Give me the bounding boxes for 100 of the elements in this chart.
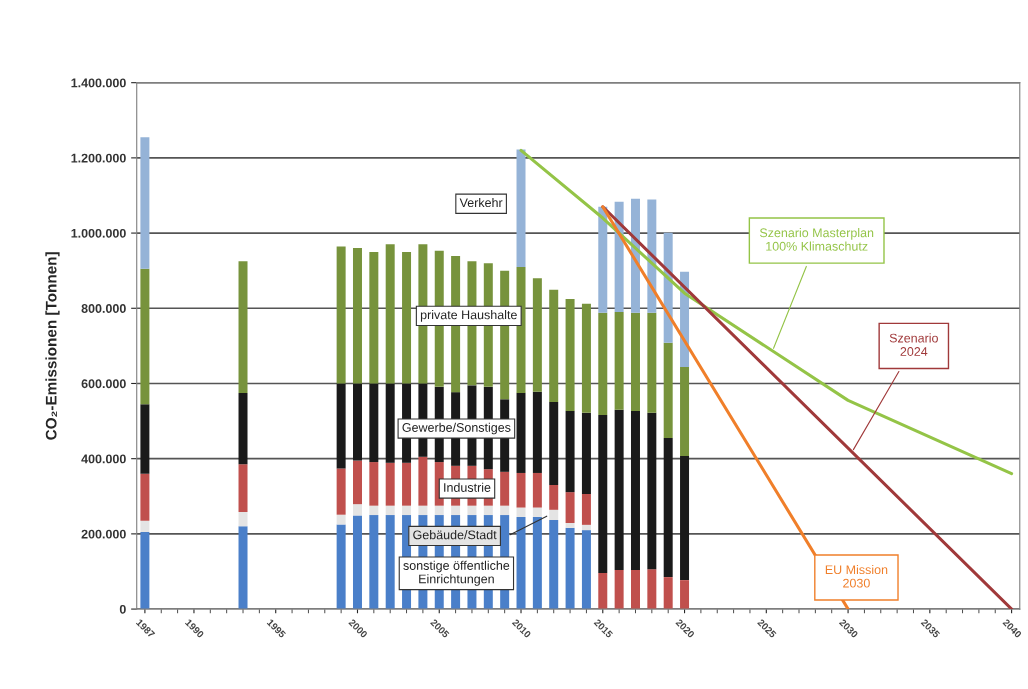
- bar: [598, 572, 608, 610]
- bar: [663, 438, 673, 578]
- y-tick-label: 400.000: [81, 454, 126, 464]
- bar: [238, 392, 248, 465]
- bar: [532, 507, 542, 517]
- bar: [565, 298, 575, 411]
- series-label: Verkehr: [459, 197, 503, 208]
- bar: [500, 471, 510, 506]
- series-label: Gewerbe/Sonstiges: [402, 422, 511, 435]
- bar: [369, 383, 379, 463]
- bar: [581, 303, 591, 413]
- bar: [516, 516, 526, 610]
- bar: [532, 472, 542, 508]
- bar: [565, 492, 575, 523]
- bar: [565, 410, 575, 493]
- y-tick-label: 1.200.000: [71, 153, 126, 163]
- bar: [140, 268, 150, 405]
- bar: [598, 206, 608, 313]
- bar: [680, 456, 690, 581]
- bar: [598, 415, 608, 573]
- bar: [336, 383, 346, 469]
- bar: [516, 149, 526, 267]
- bar: [352, 383, 362, 461]
- bar: [352, 248, 362, 384]
- line-series: [519, 148, 1014, 476]
- bar: [402, 505, 412, 516]
- bar: [418, 505, 428, 516]
- bar: [369, 251, 379, 384]
- bar: [614, 569, 624, 610]
- bar: [352, 504, 362, 516]
- bar: [549, 289, 559, 402]
- bar: [238, 261, 248, 393]
- bar: [549, 519, 559, 610]
- bar: [647, 312, 657, 413]
- bar: [336, 246, 346, 384]
- bar: [549, 509, 559, 520]
- series-label: private Haushalte: [420, 310, 517, 322]
- bar: [434, 505, 444, 516]
- bar: [140, 404, 150, 474]
- bar: [402, 462, 412, 506]
- bar: [467, 505, 477, 516]
- bar: [581, 530, 591, 610]
- bar: [336, 468, 346, 515]
- bar: [532, 391, 542, 473]
- bar: [680, 580, 690, 610]
- series-label: EU Mission 2030: [825, 564, 888, 588]
- bar: [630, 569, 640, 610]
- y-tick-label: 200.000: [81, 529, 126, 539]
- bar: [532, 278, 542, 392]
- text: Szenario 2024: [889, 333, 938, 356]
- y-tick-label: 1.400.000: [71, 78, 126, 88]
- bar: [352, 460, 362, 505]
- bar: [565, 527, 575, 610]
- bar: [385, 515, 395, 610]
- bar: [581, 524, 591, 531]
- bar: [630, 410, 640, 570]
- bar: [140, 520, 150, 532]
- bar: [336, 524, 346, 610]
- bar: [516, 266, 526, 393]
- bar: [516, 392, 526, 473]
- bar: [402, 251, 412, 384]
- bar: [385, 244, 395, 384]
- bar: [500, 505, 510, 516]
- bar: [565, 522, 575, 528]
- bar: [352, 515, 362, 610]
- y-tick-label: 800.000: [81, 304, 126, 313]
- bar: [238, 526, 248, 610]
- bar: [614, 312, 624, 410]
- bar: [614, 409, 624, 570]
- bar: [680, 366, 690, 457]
- bar: [549, 485, 559, 510]
- bar: [385, 462, 395, 506]
- bar: [336, 514, 346, 525]
- bar: [369, 505, 379, 516]
- bar: [581, 494, 591, 525]
- bar: [647, 412, 657, 570]
- series-label: Gebäude/Stadt: [413, 530, 497, 540]
- bar: [516, 507, 526, 517]
- bar: [140, 532, 150, 610]
- bar: [369, 462, 379, 506]
- bar: [369, 515, 379, 610]
- bar: [418, 456, 428, 506]
- bar: [483, 505, 493, 516]
- bar: [238, 464, 248, 513]
- bar: [140, 473, 150, 521]
- bar: [516, 472, 526, 508]
- bar: [451, 505, 461, 516]
- y-axis-title: CO₂-Emissionen [Tonnen]: [45, 252, 60, 440]
- bar: [581, 412, 591, 495]
- text: Szenario Masterplan 100% Klimaschutz: [759, 228, 874, 251]
- series-label: Industrie: [444, 482, 491, 492]
- bar: [663, 342, 673, 438]
- bar: [663, 577, 673, 610]
- y-tick-label: 600.000: [81, 379, 126, 389]
- y-tick-label: 1.000.000: [71, 228, 126, 238]
- bar: [630, 312, 640, 411]
- bar: [647, 569, 657, 610]
- series-label: sonstige öffentliche Einrichtungen: [403, 560, 510, 586]
- bar: [549, 401, 559, 485]
- bar: [140, 137, 150, 269]
